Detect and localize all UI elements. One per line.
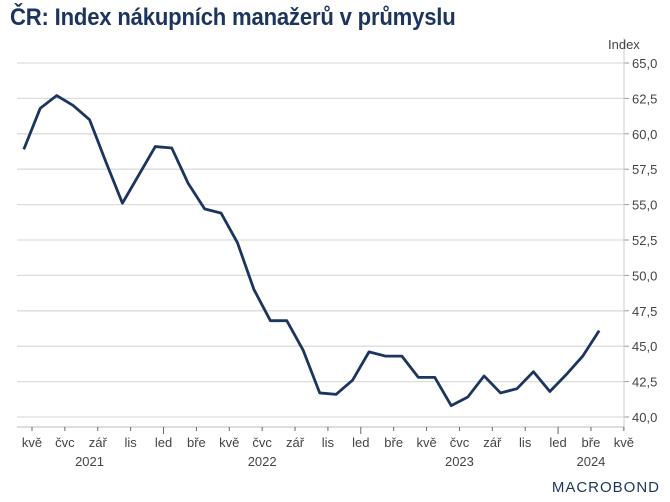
y-tick-label: 52,5 (632, 233, 657, 248)
x-tick-label: kvě (416, 435, 436, 450)
y-tick-label: 65,0 (632, 56, 657, 71)
y-tick-label: 55,0 (632, 198, 657, 213)
y-tick-label: 40,0 (632, 410, 657, 425)
x-tick-label: zář (483, 435, 502, 450)
y-axis-label: Index (608, 37, 640, 52)
x-tick-label: led (549, 435, 566, 450)
x-year-label: 2024 (576, 454, 605, 469)
x-tick-label: čvc (252, 435, 272, 450)
series-line-pmi (22, 94, 601, 408)
y-tick-label: 60,0 (632, 127, 657, 142)
x-tick-label: zář (286, 435, 305, 450)
x-tick-label: lis (124, 435, 137, 450)
y-tick-label: 57,5 (632, 162, 657, 177)
y-tick-label: 42,5 (632, 375, 657, 390)
x-tick-label: bře (187, 435, 206, 450)
x-year-label: 2021 (75, 454, 104, 469)
y-tick-label: 62,5 (632, 91, 657, 106)
chart-title: ČR: Index nákupních manažerů v průmyslu (10, 4, 456, 31)
x-tick-label: čvc (450, 435, 470, 450)
x-tick-label: lis (322, 435, 335, 450)
y-tick-label: 50,0 (632, 268, 657, 283)
x-tick-label: čvc (55, 435, 75, 450)
x-tick-label: led (155, 435, 172, 450)
x-tick-label: kvě (219, 435, 239, 450)
x-tick-label: led (352, 435, 369, 450)
y-tick-label: 47,5 (632, 304, 657, 319)
x-tick-label: bře (582, 435, 601, 450)
x-tick-label: kvě (614, 435, 634, 450)
x-tick-label: zář (89, 435, 108, 450)
macrobond-logo: MACROBOND (551, 479, 660, 496)
y-tick-label: 45,0 (632, 339, 657, 354)
x-year-label: 2023 (445, 454, 474, 469)
x-year-label: 2022 (248, 454, 277, 469)
x-tick-label: kvě (22, 435, 42, 450)
x-tick-label: lis (519, 435, 532, 450)
x-tick-label: bře (384, 435, 403, 450)
